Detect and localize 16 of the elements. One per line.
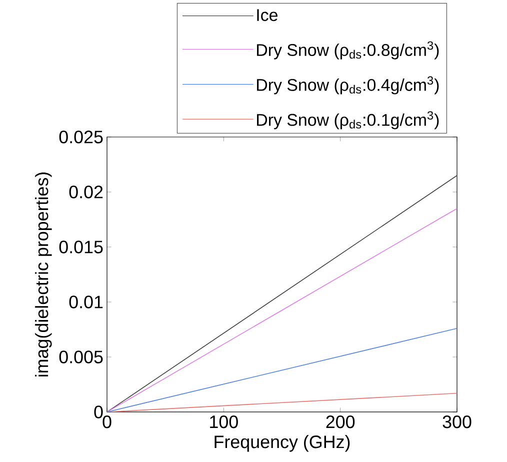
- x-tick-label: 200: [326, 415, 355, 428]
- y-tick-label: 0.02: [69, 186, 103, 198]
- y-tick-label: 0.015: [59, 240, 103, 254]
- x-axis-title: Frequency (GHz): [214, 435, 350, 452]
- y-tick-label: 0.025: [59, 130, 103, 144]
- y-axis-title: imag(dielectric properties): [35, 172, 52, 376]
- legend-label: Dry Snow (ρ$_{ds}$:0.1g/cm$^{3}$): [257, 111, 439, 130]
- x-tick-label: 0: [102, 415, 112, 428]
- legend-label: Dry Snow (ρ$_{ds}$:0.8g/cm$^{3}$): [257, 41, 439, 60]
- x-tick-label: 300: [442, 415, 472, 428]
- y-tick-label: 0.01: [69, 296, 103, 308]
- y-tick-label: 0.005: [59, 350, 103, 364]
- legend-label: Dry Snow (ρ$_{ds}$:0.4g/cm$^{3}$): [257, 76, 439, 94]
- x-tick-label: 100: [210, 415, 238, 428]
- y-tick-label: 0: [94, 406, 103, 418]
- legend-label: Ice: [257, 9, 278, 22]
